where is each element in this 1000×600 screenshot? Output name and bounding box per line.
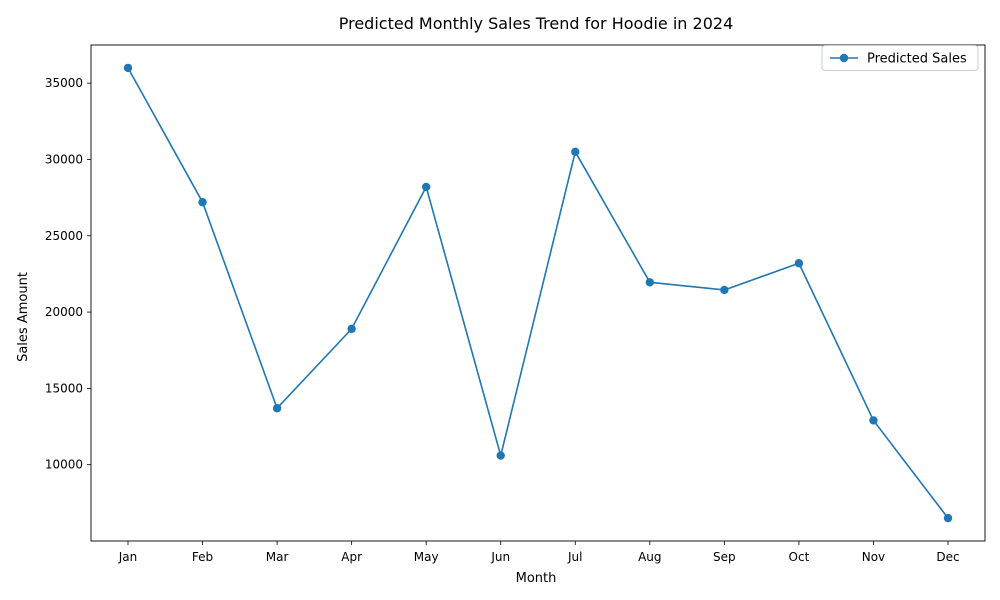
- x-tick-label: Jan: [118, 550, 138, 564]
- plot-frame: [90, 44, 986, 542]
- y-axis-label: Sales Amount: [16, 272, 31, 362]
- data-point: [421, 182, 431, 192]
- data-point: [571, 147, 580, 157]
- series-line: [127, 67, 949, 519]
- data-point: [794, 259, 804, 268]
- y-axis: 10000 15000 20000 25000 30000 35000: [45, 76, 91, 472]
- x-axis-label: Month: [516, 571, 557, 586]
- y-tick-label: 30000: [45, 152, 83, 166]
- data-point: [869, 416, 878, 425]
- x-tick-label: Sep: [713, 550, 736, 564]
- legend-box: [821, 45, 979, 71]
- y-tick-label: 10000: [45, 458, 83, 472]
- data-point: [123, 63, 133, 73]
- y-tick-label: 25000: [45, 229, 83, 243]
- x-tick-label: Apr: [341, 550, 362, 564]
- x-axis: Jan Feb Mar Apr May Jun Jul Aug Sep Oct Nov Dec: [118, 541, 960, 564]
- x-tick-label: Dec: [936, 550, 959, 564]
- x-tick-label: Jun: [490, 550, 510, 564]
- series-layer: [123, 63, 953, 523]
- x-tick-label: Oct: [789, 550, 810, 564]
- chart-title: Predicted Monthly Sales Trend for Hoodie…: [339, 14, 734, 33]
- data-point: [645, 278, 655, 287]
- x-tick-label: Nov: [862, 550, 885, 564]
- y-tick-label: 15000: [45, 381, 83, 395]
- x-tick-label: Aug: [638, 550, 661, 564]
- legend: Predicted Sales: [821, 45, 979, 71]
- x-tick-label: Jul: [567, 550, 582, 564]
- y-tick-label: 20000: [45, 305, 83, 319]
- x-tick-label: May: [414, 550, 439, 564]
- plot-area: [90, 44, 986, 542]
- legend-label: Predicted Sales: [867, 52, 967, 67]
- legend-marker: [839, 53, 849, 63]
- y-tick-label: 35000: [45, 76, 83, 90]
- x-tick-label: Mar: [266, 550, 289, 564]
- data-point: [720, 285, 729, 295]
- data-point: [943, 513, 953, 523]
- x-tick-label: Feb: [192, 550, 213, 564]
- data-point: [198, 197, 207, 207]
- data-point: [347, 324, 356, 334]
- data-point: [496, 451, 505, 460]
- data-point: [272, 404, 282, 413]
